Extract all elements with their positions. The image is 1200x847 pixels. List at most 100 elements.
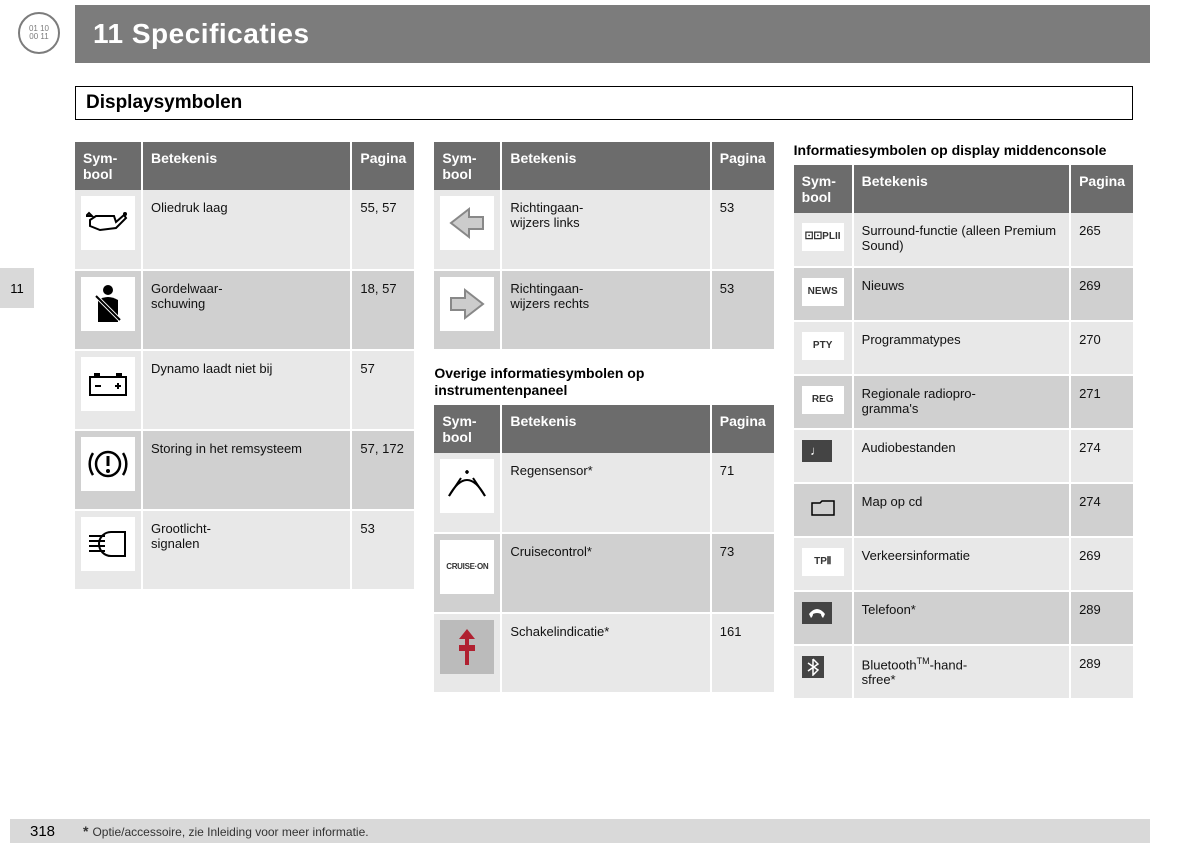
page-cell: 289 [1070,645,1133,699]
page-cell: 53 [711,270,774,350]
page-number: 318 [10,819,75,843]
symbols-table-2a: Sym- bool Betekenis Pagina Richtingaan- … [434,142,773,351]
section-title: Displaysymbolen [86,92,242,113]
table-row: Gordelwaar- schuwing 18, 57 [75,270,414,350]
icon-cell: REG [794,375,853,429]
icon-cell [75,270,142,350]
icon-cell: ♩ [794,429,853,483]
th-symbol: Sym- bool [794,165,853,213]
meaning-cell: Regionale radiopro- gramma's [853,375,1070,429]
footnote: *Optie/accessoire, zie Inleiding voor me… [83,823,369,839]
content-columns: Sym- bool Betekenis Pagina Oliedruk laag… [75,142,1133,700]
page-cell: 71 [711,453,774,533]
page-cell: 18, 57 [351,270,414,350]
table-header-row: Sym- bool Betekenis Pagina [75,142,414,190]
page-cell: 265 [1070,213,1133,267]
icon-cell [75,510,142,590]
footer-bar: *Optie/accessoire, zie Inleiding voor me… [75,819,1150,843]
table-row: ⚀⚀PLII Surround-functie (alleen Premium … [794,213,1133,267]
page-cell: 271 [1070,375,1133,429]
table-row: Storing in het remsysteem 57, 172 [75,430,414,510]
meaning-cell: Grootlicht- signalen [142,510,351,590]
phone-icon [802,602,832,624]
meaning-cell: Richtingaan- wijzers links [501,190,710,270]
table-row: ♩ Audiobestanden 274 [794,429,1133,483]
icon-cell [434,270,501,350]
icon-cell [75,190,142,270]
column-3: Informatiesymbolen op display middencons… [794,142,1133,700]
table-row: Map op cd 274 [794,483,1133,537]
meaning-cell: Dynamo laadt niet bij [142,350,351,430]
oil-can-icon [81,196,135,250]
icon-cell [794,591,853,645]
symbols-table-3: Sym- bool Betekenis Pagina ⚀⚀PLII Surrou… [794,165,1133,700]
arrow-left-icon [440,196,494,250]
icon-cell [434,453,501,533]
page-cell: 274 [1070,483,1133,537]
section-title-box: Displaysymbolen [75,86,1133,120]
page-cell: 53 [711,190,774,270]
bluetooth-icon [802,656,824,678]
gear-shift-icon [440,620,494,674]
meaning-cell: Programmatypes [853,321,1070,375]
icon-cell: TP⫴ [794,537,853,591]
page-cell: 270 [1070,321,1133,375]
th-page: Pagina [1070,165,1133,213]
page-cell: 55, 57 [351,190,414,270]
meaning-cell: Richtingaan- wijzers rechts [501,270,710,350]
meaning-cell: Nieuws [853,267,1070,321]
binary-badge-icon: 01 1000 11 [18,12,60,54]
page-cell: 161 [711,613,774,693]
page-cell: 269 [1070,267,1133,321]
page-cell: 269 [1070,537,1133,591]
meaning-cell: Audiobestanden [853,429,1070,483]
battery-icon [81,357,135,411]
table-row: Oliedruk laag 55, 57 [75,190,414,270]
table-row: CRUISE·ON Cruisecontrol* 73 [434,533,773,613]
footnote-text: Optie/accessoire, zie Inleiding voor mee… [92,825,368,839]
bt-tm: TM [917,656,930,666]
meaning-cell: Storing in het remsysteem [142,430,351,510]
table-row: Richtingaan- wijzers links 53 [434,190,773,270]
table-row: Schakelindicatie* 161 [434,613,773,693]
cruise-on-icon: CRUISE·ON [440,540,494,594]
icon-cell [434,613,501,693]
icon-cell: CRUISE·ON [434,533,501,613]
th-symbol: Sym- bool [75,142,142,190]
brake-warning-icon [81,437,135,491]
audio-file-icon: ♩ [802,440,832,462]
table-row: Telefoon* 289 [794,591,1133,645]
chapter-title: 11 Specificaties [93,18,310,50]
table-header-row: Sym- bool Betekenis Pagina [794,165,1133,213]
table-header-row: Sym- bool Betekenis Pagina [434,405,773,453]
subheading-instrument: Overige informatiesymbolen op instrument… [434,365,773,399]
th-meaning: Betekenis [501,405,710,453]
plii-icon: ⚀⚀PLII [802,223,844,251]
table-row: Richtingaan- wijzers rechts 53 [434,270,773,350]
column-2: Sym- bool Betekenis Pagina Richtingaan- … [434,142,773,700]
icon-cell [794,645,853,699]
table-row: BluetoothTM-hand- sfree* 289 [794,645,1133,699]
page-cell: 274 [1070,429,1133,483]
seatbelt-icon [81,277,135,331]
th-symbol: Sym- bool [434,142,501,190]
traffic-icon: TP⫴ [802,548,844,576]
page-cell: 57 [351,350,414,430]
meaning-cell: Verkeersinformatie [853,537,1070,591]
meaning-cell: Surround-functie (alleen Premium Sound) [853,213,1070,267]
table-row: TP⫴ Verkeersinformatie 269 [794,537,1133,591]
pty-icon: PTY [802,332,844,360]
th-meaning: Betekenis [853,165,1070,213]
folder-icon [802,494,844,522]
th-page: Pagina [711,142,774,190]
icon-cell [75,350,142,430]
table-row: Dynamo laadt niet bij 57 [75,350,414,430]
news-icon: NEWS [802,278,844,306]
page-cell: 289 [1070,591,1133,645]
page-cell: 57, 172 [351,430,414,510]
table-row: PTY Programmatypes 270 [794,321,1133,375]
page: 01 1000 11 11 Specificaties Displaysymbo… [0,0,1200,847]
subheading-console: Informatiesymbolen op display middencons… [794,142,1133,159]
symbols-table-2b: Sym- bool Betekenis Pagina Regensensor* … [434,405,773,694]
icon-cell: PTY [794,321,853,375]
